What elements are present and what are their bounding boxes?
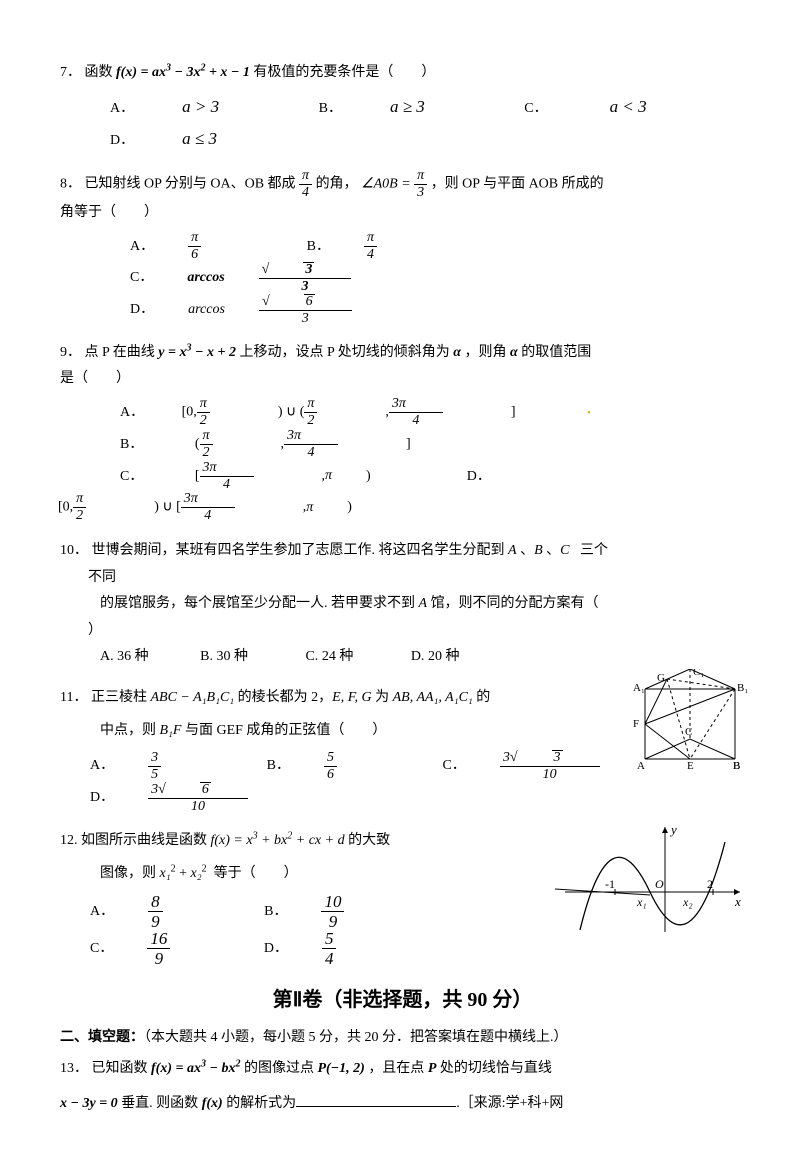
question-13: 13． 已知函数 f(x) = ax3 − bx2 的图像过点 P(−1, 2)…	[60, 1056, 745, 1117]
q7-optD[interactable]: D．a ≤ 3	[110, 123, 265, 155]
question-9: 9． 点 P 在曲线 y = x3 − x + 2 上移动，设点 P 处切线的倾…	[60, 340, 745, 524]
q-number: 11．	[60, 690, 87, 705]
svg-text:-1: -1	[605, 877, 615, 891]
q8-optD[interactable]: D．arccos√63	[130, 294, 420, 326]
question-8: 8． 已知射线 OP 分别与 OA、OB 都成 π4 的角， ∠A0B = π3…	[60, 169, 745, 326]
q9-line2: 是（ ）	[60, 366, 745, 393]
q8-optC[interactable]: C．arccos√33	[130, 262, 419, 294]
svg-text:x₂: x₂	[682, 895, 693, 909]
q12-optC[interactable]: C．169	[90, 930, 238, 967]
svg-text:C₁: C₁	[693, 669, 704, 678]
question-10: 10． 世博会期间，某班有四名学生参加了志愿工作. 将这四名学生分配到 A 、B…	[60, 538, 745, 671]
section-2-title: 第Ⅱ卷（非选择题，共 90 分）	[60, 981, 745, 1019]
q-number: 12.	[60, 833, 81, 848]
q11-optA[interactable]: A．35	[90, 751, 229, 782]
q12-optA[interactable]: A．89	[90, 893, 231, 930]
q-stem: 函数	[85, 65, 117, 80]
svg-text:B: B	[733, 760, 740, 772]
q9-optC[interactable]: C． [3π4,π)	[120, 461, 405, 493]
q-number: 7．	[60, 65, 81, 80]
q8-optB[interactable]: B．π4	[307, 231, 445, 262]
svg-text:F: F	[633, 718, 639, 730]
q10-optC[interactable]: C. 24 种	[305, 649, 353, 664]
q12-optD[interactable]: D．54	[264, 930, 405, 967]
q-stem: 已知射线 OP 分别与 OA、OB 都成	[85, 177, 300, 192]
svg-text:B₁: B₁	[737, 682, 748, 694]
q9-optD[interactable]: D．	[467, 462, 525, 493]
q8-line2: 角等于（ ）	[60, 200, 745, 227]
q10-line2: 不同	[60, 565, 745, 592]
q7-optC[interactable]: C． a < 3	[524, 91, 694, 123]
q-stem-tail: 有极值的充要条件是（ ）	[253, 65, 435, 80]
svg-text:A: A	[637, 760, 645, 772]
svg-text:y: y	[669, 822, 677, 837]
answer-blank[interactable]	[296, 1092, 456, 1107]
q8-frac2: π3	[414, 169, 427, 200]
part2-heading: 二、填空题：（本大题共 4 小题，每小题 5 分，共 20 分．把答案填在题中横…	[60, 1025, 745, 1052]
q7-func: f(x) = ax3 − 3x2 + x − 1	[116, 65, 253, 80]
q7-optA[interactable]: A．a > 3	[110, 91, 267, 123]
q-number: 10．	[60, 543, 88, 558]
q10-options: A. 36 种 B. 30 种 C. 24 种 D. 20 种	[60, 644, 745, 671]
prism-figure: ABB EC A₁B₁C₁ FG	[625, 669, 755, 789]
q12-func: f(x) = x3 + bx2 + cx + d	[211, 833, 345, 848]
q10-optD[interactable]: D. 20 种	[411, 649, 460, 664]
question-12: y x -1 O x₂ 2 x₁ 12. 如图所示曲线是函数 f(x) = x3…	[60, 828, 745, 967]
q9-options: A． [0,π2) ∪ (π2,3π4] • B． (π2,3π4] C． [3…	[60, 397, 745, 524]
q10-line3: 的展馆服务，每个展馆至少分配一人. 若甲要求不到 A 馆，则不同的分配方案有（	[60, 591, 745, 618]
q-number: 9．	[60, 345, 81, 360]
q7-optB[interactable]: B．a ≥ 3	[319, 91, 473, 123]
q11-optB[interactable]: B．56	[267, 751, 405, 782]
q8-frac1: π4	[299, 169, 312, 200]
q10-optB[interactable]: B. 30 种	[200, 649, 248, 664]
q8-options: A．π6 B．π4 C．arccos√33 D．arccos√63	[60, 231, 745, 326]
svg-text:x₁: x₁	[636, 895, 647, 909]
q10-line4: ）	[60, 618, 745, 645]
q13-func: f(x) = ax3 − bx2	[151, 1061, 240, 1076]
q13-line2: x − 3y = 0 垂直. 则函数 f(x) 的解析式为.［来源:学+科+网	[60, 1091, 745, 1118]
svg-text:O: O	[655, 877, 664, 891]
svg-text:2: 2	[707, 877, 713, 891]
q8-optA[interactable]: A．π6	[130, 231, 269, 262]
q10-optA[interactable]: A. 36 种	[100, 649, 149, 664]
q9-optB[interactable]: B． (π2,3π4]	[120, 429, 445, 461]
question-11: ABB EC A₁B₁C₁ FG 11． 正三棱柱 ABC − A₁B₁C₁ 的…	[60, 685, 745, 814]
q7-options: A．a > 3 B．a ≥ 3 C． a < 3 D．a ≤ 3	[60, 91, 745, 156]
q-number: 13．	[60, 1061, 88, 1076]
svg-text:x: x	[734, 894, 741, 909]
svg-text:C: C	[685, 726, 692, 738]
svg-text:A₁: A₁	[633, 682, 645, 694]
q9-optA[interactable]: A． [0,π2) ∪ (π2,3π4]	[120, 397, 550, 429]
q9-curve: y = x3 − x + 2	[158, 345, 236, 360]
q12-optB[interactable]: B．109	[264, 893, 412, 930]
svg-text:E: E	[687, 760, 694, 772]
q-number: 8．	[60, 177, 81, 192]
q11-optD[interactable]: D．3√610	[90, 782, 316, 814]
question-7: 7． 函数 f(x) = ax3 − 3x2 + x − 1 有极值的充要条件是…	[60, 60, 745, 155]
svg-text:G: G	[657, 672, 665, 684]
cubic-figure: y x -1 O x₂ 2 x₁	[555, 822, 745, 942]
